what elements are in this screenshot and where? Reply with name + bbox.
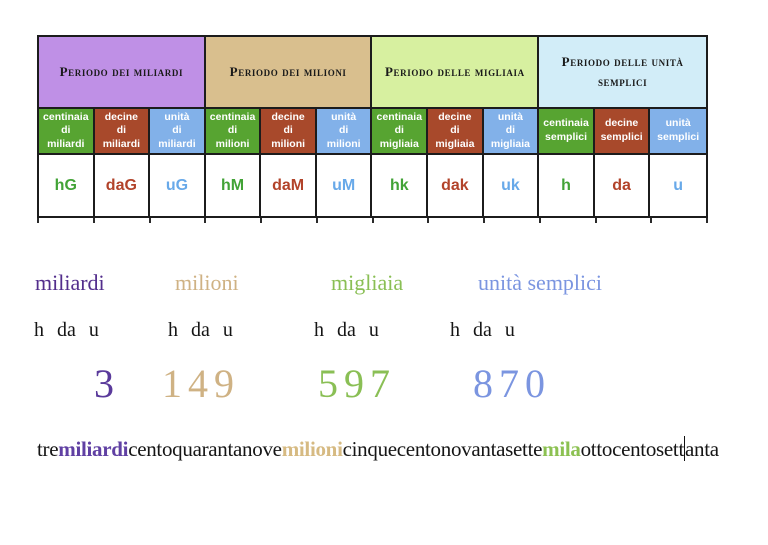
group-label-unita-semplici: unità semplici: [478, 270, 603, 295]
symbol-hM: hM: [205, 155, 262, 216]
symbol-da: da: [594, 155, 651, 216]
hdu-row-migliaia: h da u: [314, 319, 379, 342]
group-label-miliardi: miliardi: [35, 270, 105, 295]
symbol-uk: uk: [483, 155, 540, 216]
hdu-u: u: [504, 319, 515, 341]
table-bottom-stubs: [37, 218, 708, 223]
number-in-words-line[interactable]: tremiliardicentoquarantanovemilionicinqu…: [37, 436, 719, 462]
symbol-hk: hk: [372, 155, 429, 216]
subheader-decine-semplici: decine semplici: [594, 109, 651, 155]
subheader-decine-di-miliardi: decine di miliardi: [94, 109, 151, 155]
digits-milioni: 149: [162, 361, 240, 406]
period-header-miliardi: Periodo dei miliardi: [39, 37, 206, 109]
word-cinquecentonovantasette: cinquecentonovantasette: [342, 437, 543, 461]
symbol-dak: dak: [428, 155, 484, 216]
hdu-da: da: [57, 319, 76, 341]
subheader-unita-di-migliaia: unità di migliaia: [483, 109, 540, 155]
symbol-uM: uM: [316, 155, 373, 216]
subheader-unita-di-miliardi: unità di miliardi: [150, 109, 206, 155]
subheader-unita-di-milioni: unità di milioni: [316, 109, 373, 155]
period-header-migliaia: Periodo delle migliaia: [372, 37, 540, 109]
subheader-centinaia-di-milioni: centinaia di milioni: [205, 109, 262, 155]
symbol-hG: hG: [39, 155, 95, 216]
subheader-unita-semplici: unità semplici: [650, 109, 706, 155]
word-centoquarantanove: centoquarantanove: [128, 437, 282, 461]
digits-miliardi: 3: [94, 361, 120, 406]
group-label-milioni: milioni: [175, 270, 239, 295]
word-milioni: milioni: [281, 437, 343, 461]
subheader-centinaia-di-miliardi: centinaia di miliardi: [39, 109, 95, 155]
subheader-decine-di-migliaia: decine di migliaia: [428, 109, 484, 155]
hdu-row-miliardi: h da u: [34, 319, 99, 342]
digits-migliaia: 597: [318, 361, 396, 406]
word-anta: anta: [685, 437, 719, 461]
digits-unita-semplici: 870: [473, 361, 551, 406]
symbol-daM: daM: [261, 155, 317, 216]
hdu-u: u: [222, 319, 233, 341]
hdu-h: h: [314, 319, 324, 341]
hdu-h: h: [450, 319, 460, 341]
period-header-milioni: Periodo dei milioni: [205, 37, 373, 109]
hdu-h: h: [34, 319, 44, 341]
period-header-unita-semplici: Periodo delle unità semplici: [539, 37, 706, 109]
subheader-decine-di-milioni: decine di milioni: [261, 109, 317, 155]
symbol-daG: daG: [94, 155, 151, 216]
hdu-row-unita-semplici: h da u: [450, 319, 515, 342]
hdu-row-milioni: h da u: [168, 319, 233, 342]
text-caret: [684, 436, 686, 461]
subheader-centinaia-semplici: centinaia semplici: [539, 109, 595, 155]
hdu-da: da: [191, 319, 210, 341]
hdu-u: u: [88, 319, 99, 341]
hdu-da: da: [337, 319, 356, 341]
word-tre: tre: [37, 437, 59, 461]
place-value-table: Periodo dei miliardi Periodo dei milioni…: [37, 35, 708, 218]
hdu-u: u: [368, 319, 379, 341]
word-ottocentosett: ottocentosett: [580, 437, 685, 461]
subheader-centinaia-di-migliaia: centinaia di migliaia: [372, 109, 429, 155]
hdu-h: h: [168, 319, 178, 341]
symbol-h: h: [539, 155, 595, 216]
symbol-u: u: [650, 155, 706, 216]
group-label-migliaia: migliaia: [331, 270, 404, 295]
symbol-uG: uG: [150, 155, 206, 216]
word-miliardi: miliardi: [58, 437, 129, 461]
hdu-da: da: [473, 319, 492, 341]
word-mila: mila: [542, 437, 581, 461]
